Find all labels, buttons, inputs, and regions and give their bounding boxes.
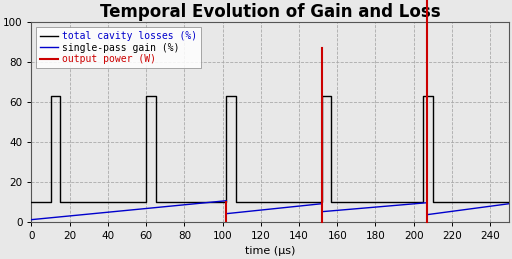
output power (W) xyxy=(223,220,229,223)
single-pass gain (%) xyxy=(223,199,229,202)
total cavity losses (%) xyxy=(48,95,54,98)
total cavity losses (%) xyxy=(328,95,334,98)
total cavity losses (%) xyxy=(143,200,149,203)
total cavity losses (%) xyxy=(143,95,149,98)
output power (W) xyxy=(223,200,229,203)
total cavity losses (%) xyxy=(506,200,512,203)
total cavity losses (%) xyxy=(319,95,325,98)
Legend: total cavity losses (%), single-pass gain (%), output power (W): total cavity losses (%), single-pass gai… xyxy=(36,27,201,68)
total cavity losses (%) xyxy=(153,95,159,98)
total cavity losses (%) xyxy=(57,200,63,203)
X-axis label: time (μs): time (μs) xyxy=(245,246,295,256)
Title: Temporal Evolution of Gain and Loss: Temporal Evolution of Gain and Loss xyxy=(100,3,441,21)
single-pass gain (%) xyxy=(28,218,34,221)
total cavity losses (%) xyxy=(223,200,229,203)
total cavity losses (%) xyxy=(430,95,436,98)
Line: single-pass gain (%): single-pass gain (%) xyxy=(31,201,226,220)
total cavity losses (%) xyxy=(48,200,54,203)
total cavity losses (%) xyxy=(223,95,229,98)
total cavity losses (%) xyxy=(153,200,159,203)
total cavity losses (%) xyxy=(328,200,334,203)
total cavity losses (%) xyxy=(319,200,325,203)
Line: total cavity losses (%): total cavity losses (%) xyxy=(31,96,509,202)
total cavity losses (%) xyxy=(420,95,426,98)
total cavity losses (%) xyxy=(420,200,426,203)
total cavity losses (%) xyxy=(57,95,63,98)
total cavity losses (%) xyxy=(233,200,239,203)
total cavity losses (%) xyxy=(430,200,436,203)
total cavity losses (%) xyxy=(233,95,239,98)
total cavity losses (%) xyxy=(28,200,34,203)
